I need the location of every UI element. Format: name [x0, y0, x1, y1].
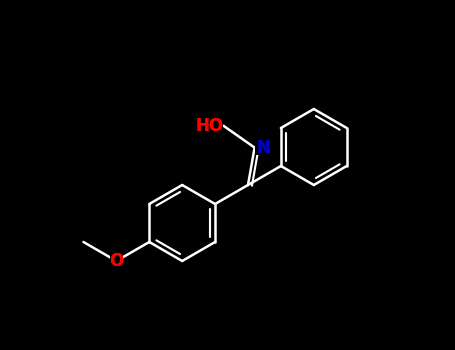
Text: N: N: [257, 139, 270, 156]
Text: O: O: [109, 252, 123, 270]
Text: HO: HO: [195, 117, 223, 135]
Text: N: N: [257, 139, 270, 156]
Text: O: O: [109, 252, 123, 270]
Bar: [255, 141, 267, 155]
Bar: [111, 254, 122, 268]
Bar: [203, 119, 223, 133]
Text: HO: HO: [195, 117, 223, 135]
